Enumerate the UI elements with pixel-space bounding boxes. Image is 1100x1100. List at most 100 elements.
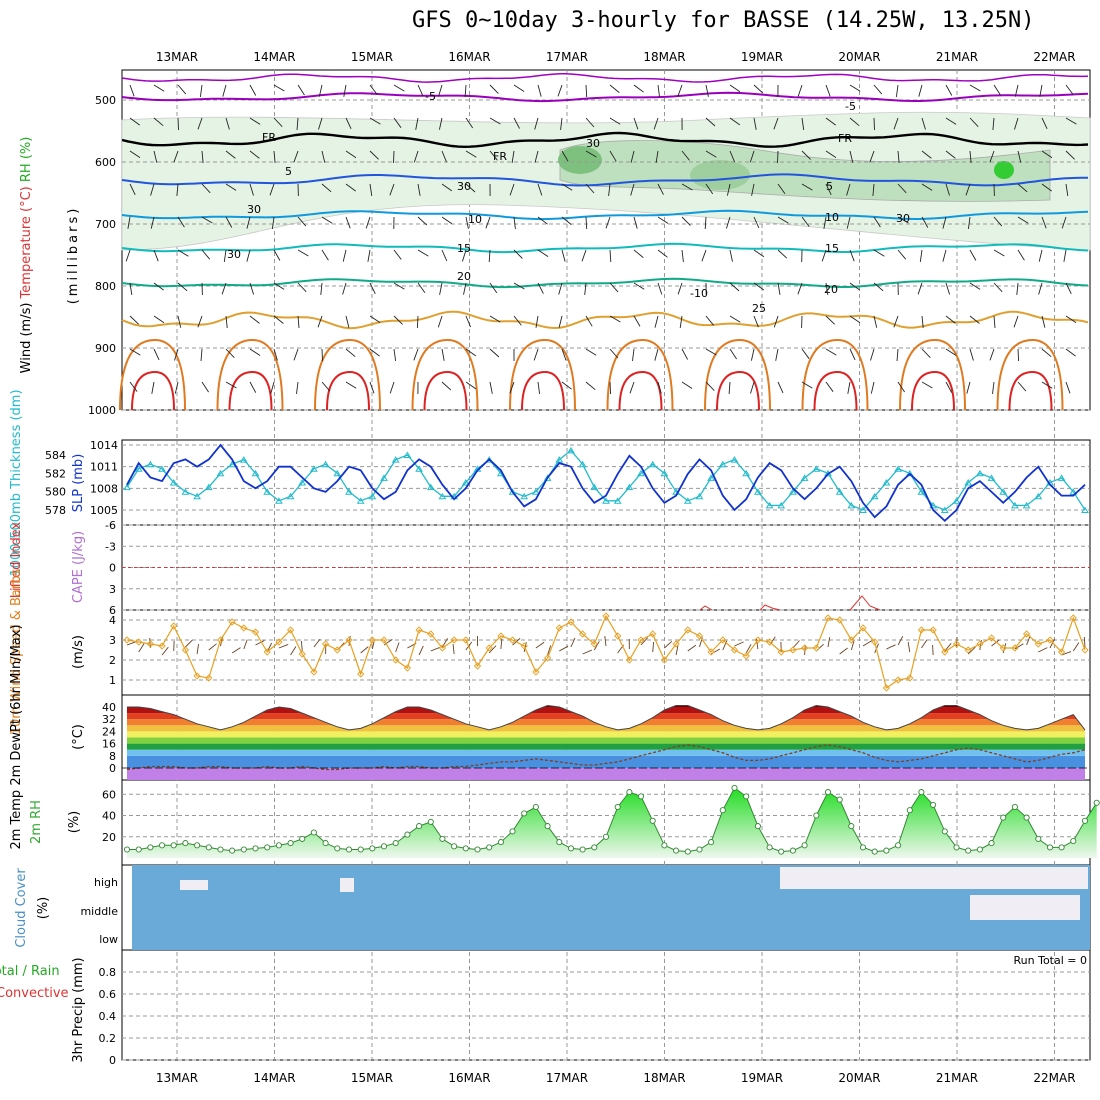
wind-barb [1065, 348, 1076, 357]
wind-barb [849, 249, 855, 262]
wind-barb [1041, 117, 1048, 129]
wind-barb [1065, 150, 1075, 160]
thickness-series-line [126, 449, 1086, 511]
contour-label: 25 [752, 302, 766, 315]
temp-contour-30-loop [509, 338, 576, 411]
wind-barb [801, 348, 810, 359]
rh2m-point [182, 840, 189, 847]
wind-barb [153, 315, 165, 324]
wind-barb [921, 381, 933, 389]
thickness-point [625, 483, 634, 491]
wind10-point [906, 674, 914, 682]
upper-label-part: Temperature (°C) [19, 186, 34, 302]
panel-frame-precip [121, 949, 1091, 1061]
wind-barb [895, 84, 899, 97]
wind-barb [801, 117, 805, 130]
wind-barb [753, 249, 765, 258]
rh2m-point [334, 845, 341, 852]
wind10-point [1022, 630, 1031, 638]
temp-tick: 40 [102, 701, 116, 714]
wind-barb-10m [126, 641, 137, 646]
date-label-top: 19MAR [741, 50, 783, 64]
rh2m-point [743, 793, 750, 800]
wind-barb [513, 282, 525, 290]
thickness-point [718, 460, 727, 468]
thickness-point [835, 488, 844, 495]
wind-barb-10m [255, 640, 265, 646]
wind-barb [873, 117, 875, 131]
wind-barb [225, 381, 237, 389]
wind-barb [201, 216, 213, 224]
wind-barb-10m [956, 636, 958, 648]
wind-barb [537, 183, 543, 196]
temp-contour-30-loop [899, 338, 966, 411]
wind-barb [246, 249, 251, 262]
wind-barb-10m [664, 640, 673, 649]
wind-barb [417, 183, 421, 196]
rh2m-point [357, 846, 364, 853]
rh2m-point [871, 848, 878, 855]
thickness-point [567, 446, 575, 454]
wind-barb-10m [734, 641, 744, 647]
wind-barb [461, 249, 467, 262]
wind-barb [441, 150, 447, 163]
wind-barb [465, 150, 477, 158]
temp-contour-35-loop [521, 370, 565, 411]
temp-contour-35-loop [716, 370, 760, 411]
temp-band [127, 713, 1085, 720]
wind-barb [273, 315, 284, 324]
wind10-point [321, 640, 330, 648]
temp-contour-5 [121, 173, 1089, 187]
wind-barb [273, 282, 285, 290]
wind10-point [649, 630, 657, 638]
wind-barb [585, 150, 597, 158]
temp-band [127, 705, 1085, 707]
wind-barb [969, 315, 980, 324]
wind-barb [729, 282, 740, 292]
wind10-point [976, 640, 984, 648]
wind-barb [726, 183, 731, 196]
rh2m-point [299, 835, 306, 842]
wind-barb [969, 150, 972, 163]
wind-barb-10m [185, 639, 193, 648]
wind-barb [825, 150, 837, 158]
wind-barb [223, 249, 227, 262]
wind-barb [273, 117, 283, 128]
wind10-point [941, 648, 949, 656]
date-label-top: 18MAR [643, 50, 685, 64]
wind-barb [438, 84, 443, 97]
wind-barb [585, 381, 596, 391]
temp-contour-30-loop [411, 338, 479, 411]
wind-barb [369, 117, 381, 125]
rh2m-point [158, 842, 166, 849]
wind-barb [657, 84, 660, 97]
wind-barb [749, 150, 755, 163]
temp-contour-minus10 [121, 73, 1089, 83]
wind-barb [153, 84, 165, 92]
wind-barb [296, 117, 299, 131]
rh2m-point [1035, 835, 1042, 842]
wind-barb [777, 282, 781, 295]
wind-barb [129, 348, 141, 356]
wind-barb [1063, 249, 1067, 262]
wind-barb [1065, 282, 1072, 294]
wind-barb [705, 348, 717, 356]
wind-barb [825, 282, 829, 295]
wind10-point [672, 640, 680, 648]
thickness-point [169, 479, 178, 486]
wind10-point [403, 664, 412, 672]
wind-barb [561, 183, 573, 191]
wind10-point [812, 644, 820, 652]
wind-barb [342, 249, 347, 262]
contour-label: FR [493, 150, 507, 163]
thickness-point [228, 460, 236, 468]
thickness-point [438, 492, 447, 500]
wind-barb [489, 282, 498, 294]
wind10-point [602, 612, 610, 620]
wind-barb-10m [559, 645, 569, 652]
wind10-point [193, 672, 201, 680]
wind-barb-10m [640, 637, 649, 646]
wind-barb [897, 216, 909, 224]
wind10-point [181, 646, 190, 654]
wind-barb [681, 348, 688, 360]
